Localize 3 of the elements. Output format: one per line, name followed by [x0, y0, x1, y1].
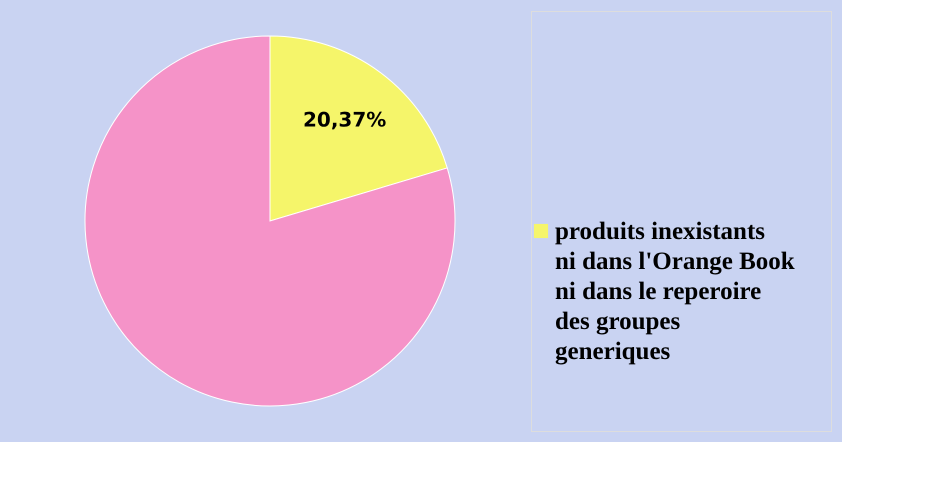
- data-label: 20,37%: [302, 108, 386, 132]
- legend-label: produits inexistants ni dans l'Orange Book ni dans le reperoire des groupes generiques: [555, 218, 795, 365]
- pie-slice: [84, 36, 456, 406]
